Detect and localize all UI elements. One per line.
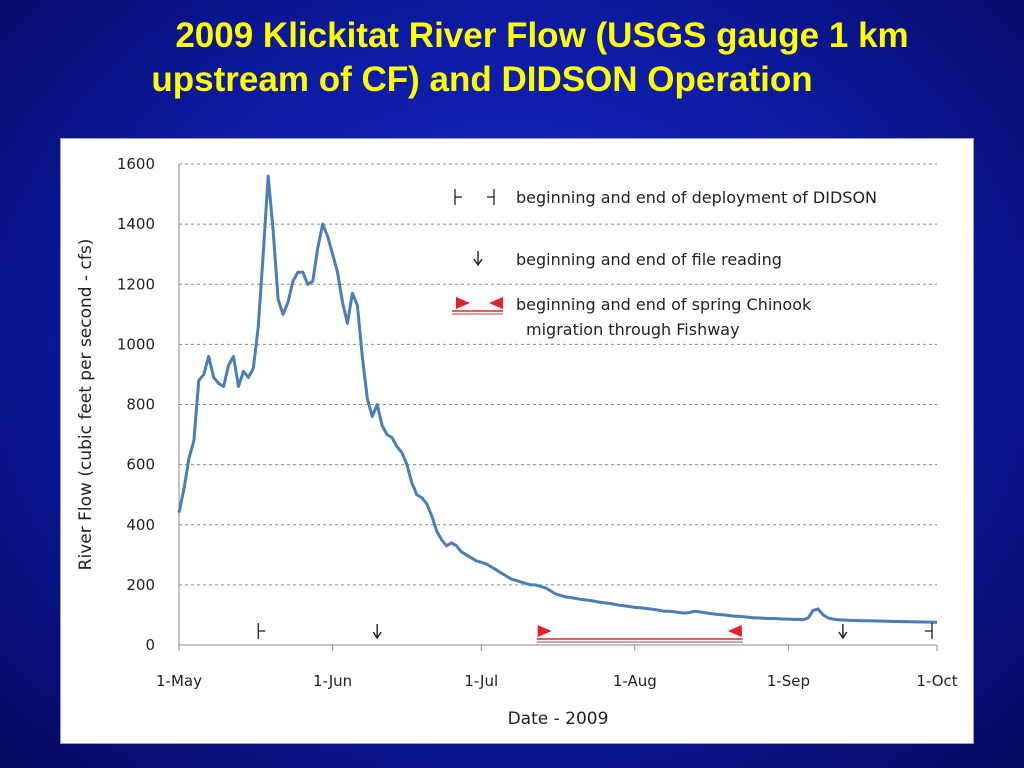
file-reading-end-arrow-head (838, 631, 848, 640)
y-tick-label: 1200 (117, 275, 155, 293)
y-tick-label: 0 (145, 636, 155, 654)
y-tick-label: 1600 (117, 155, 155, 173)
y-axis-label: River Flow (cubic feet per second - cfs) (76, 239, 96, 571)
flow-chart: 0 200 400 600 800 1000 1200 1400 1600 1-May 1-Jun 1… (76, 155, 958, 729)
title-line-1: 2009 Klickitat River Flow (USGS gauge 1 … (175, 16, 909, 55)
y-tick-label: 800 (126, 396, 155, 414)
chinook-begin-marker (537, 625, 552, 637)
river-flow-line (177, 174, 938, 624)
legend-deployment-label: beginning and end of deployment of DIDSO… (516, 188, 877, 207)
file-reading-begin-arrow-head (372, 631, 382, 640)
y-tick-label: 1400 (117, 215, 155, 233)
x-tick-label: 1-Sep (767, 672, 810, 690)
x-tick-label: 1-Aug (613, 672, 657, 690)
legend-file-reading-arrow-head (473, 258, 483, 267)
chart-panel: 0 200 400 600 800 1000 1200 1400 1600 1-May 1-Jun 1… (60, 138, 974, 744)
y-tick-label: 200 (126, 576, 155, 594)
legend-chinook-label-line2: migration through Fishway (526, 320, 740, 339)
legend-file-reading-label: beginning and end of file reading (516, 250, 782, 269)
slide-title: 2009 Klickitat River Flow (USGS gauge 1 … (0, 14, 1024, 102)
legend-chinook-label-line1: beginning and end of spring Chinook (516, 295, 812, 314)
x-tick-label: 1-Oct (916, 672, 957, 690)
x-tick-label: 1-Jul (464, 672, 498, 690)
y-tick-label: 1000 (117, 335, 155, 353)
title-line-2: upstream of CF) and DIDSON Operation (151, 60, 813, 99)
x-tick-label: 1-Jun (313, 672, 352, 690)
x-tick-label: 1-May (156, 672, 202, 690)
x-axis-label: Date - 2009 (508, 709, 609, 729)
y-tick-label: 600 (126, 456, 155, 474)
y-tick-label: 400 (126, 516, 155, 534)
chinook-end-marker (727, 625, 742, 637)
legend-chinook-end-marker (489, 297, 503, 309)
legend-chinook-begin-marker (456, 297, 470, 309)
